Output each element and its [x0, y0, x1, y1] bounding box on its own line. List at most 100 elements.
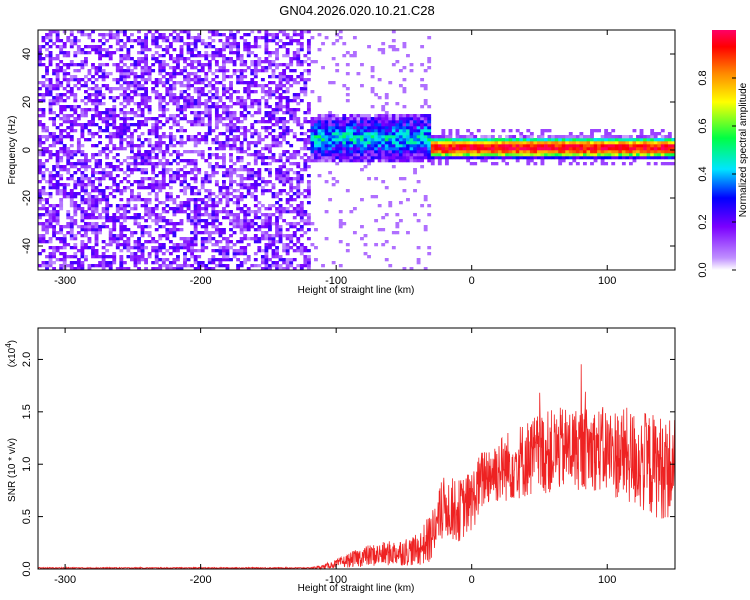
spectrogram-cell: [84, 114, 88, 118]
spectrogram-cell: [108, 177, 113, 181]
spectrogram-cell: [151, 162, 156, 166]
spectrogram-cell: [190, 189, 195, 193]
spectrogram-cell: [59, 156, 64, 160]
spectrogram-cell: [52, 213, 56, 217]
spectrogram-cell: [299, 123, 304, 127]
spectrogram-cell: [321, 117, 325, 121]
spectrogram-cell: [101, 150, 106, 154]
spectrogram-cell: [561, 147, 566, 151]
spectrogram-cell: [388, 114, 393, 118]
spectrogram-cell: [434, 147, 439, 151]
spectrogram-cell: [239, 183, 244, 187]
spectrogram-cell: [94, 189, 99, 193]
spectrogram-cell: [154, 141, 159, 145]
spectrogram-cell: [62, 54, 67, 58]
spectrogram-cell: [122, 213, 127, 217]
spectrogram-cell: [140, 156, 145, 160]
spectrogram-cell: [352, 231, 357, 235]
spectrogram-cell: [229, 99, 233, 103]
spectrogram-cell: [232, 117, 237, 121]
spectrogram-cell: [48, 183, 53, 187]
spectrogram-cell: [200, 135, 205, 139]
spectrogram-cell: [579, 156, 584, 160]
spectrogram-cell: [239, 177, 244, 181]
spectrogram-cell: [101, 255, 106, 259]
spectrogram-cell: [119, 54, 124, 58]
spectrogram-cell: [296, 195, 301, 199]
spectrogram-cell: [406, 114, 410, 118]
spectrogram-cell: [200, 78, 205, 82]
spectrogram-cell: [112, 135, 117, 139]
spectrogram-cell: [444, 153, 449, 157]
spectrogram-cell: [498, 156, 502, 160]
spectrogram-cell: [260, 69, 265, 73]
spectrogram-cell: [246, 66, 251, 70]
spectrogram-cell: [349, 141, 354, 145]
spectrogram-cell: [147, 201, 152, 205]
spectrogram-cell: [306, 228, 311, 232]
spectrogram-cell: [204, 132, 209, 136]
spectrogram-cell: [55, 249, 60, 253]
spectrogram-cell: [91, 231, 95, 235]
spectrogram-cell: [275, 177, 279, 181]
spectrogram-cell: [48, 99, 53, 103]
spectrogram-cell: [130, 39, 134, 43]
spectrogram-cell: [253, 42, 258, 46]
spectrogram-cell: [310, 60, 315, 64]
spectrogram-cell: [176, 156, 180, 160]
spectrogram-cell: [282, 243, 287, 247]
spectrogram-cell: [154, 45, 159, 49]
spectrogram-cell: [84, 222, 88, 226]
spectrogram-cell: [331, 114, 336, 118]
spectrogram-cell: [140, 177, 145, 181]
spectrogram-cell: [430, 144, 435, 148]
spectrogram-cell: [91, 171, 95, 175]
colorbar-scale: [712, 30, 736, 270]
spectrogram-cell: [455, 138, 460, 142]
spectrogram-cell: [547, 153, 552, 157]
spectrogram-cell: [112, 87, 117, 91]
spectrogram-cell: [282, 174, 287, 178]
spectrogram-cell: [296, 93, 301, 97]
spectrogram-cell: [66, 231, 71, 235]
spectrogram-cell: [306, 78, 311, 82]
spectrogram-cell: [544, 150, 548, 154]
spectrogram-cell: [544, 153, 548, 157]
spectrogram-cell: [229, 129, 233, 133]
spectrogram-cell: [611, 150, 616, 154]
spectrogram-cell: [214, 33, 219, 37]
spectrogram-cell: [126, 102, 131, 106]
spectrogram-cell: [52, 69, 56, 73]
spectrogram-cell: [147, 207, 152, 211]
spectrogram-cell: [561, 135, 566, 139]
spectrogram-cell: [292, 249, 297, 253]
spectrogram-cell: [126, 126, 131, 130]
spectrogram-cell: [62, 183, 67, 187]
spectrogram-cell: [303, 54, 308, 58]
spectrogram-cell: [112, 177, 117, 181]
spectrogram-cell: [377, 135, 382, 139]
spectrogram-cell: [250, 264, 255, 268]
spectrogram-cell: [41, 237, 46, 241]
spectrogram-cell: [222, 216, 226, 220]
spectrogram-cell: [66, 72, 71, 76]
spectrogram-cell: [112, 183, 117, 187]
spectrogram-cell: [126, 165, 131, 169]
spectrogram-cell: [505, 153, 509, 157]
spectrogram-cell: [239, 180, 244, 184]
spectrogram-cell: [108, 267, 113, 271]
spectrogram-cell: [55, 156, 60, 160]
spectrogram-cell: [186, 96, 191, 100]
spectrogram-cell: [381, 120, 386, 124]
spectrogram-cell: [119, 66, 124, 70]
spectrogram-cell: [147, 66, 152, 70]
spectrogram-cell: [176, 204, 180, 208]
spectrogram-cell: [639, 156, 644, 160]
spectrogram-cell: [568, 138, 573, 142]
spectrogram-cell: [246, 168, 251, 172]
spectrogram-cell: [600, 135, 605, 139]
spectrogram-cell: [586, 135, 591, 139]
spectrogram-cell: [165, 183, 170, 187]
spectrogram-cell: [140, 231, 145, 235]
spectrogram-cell: [303, 210, 308, 214]
